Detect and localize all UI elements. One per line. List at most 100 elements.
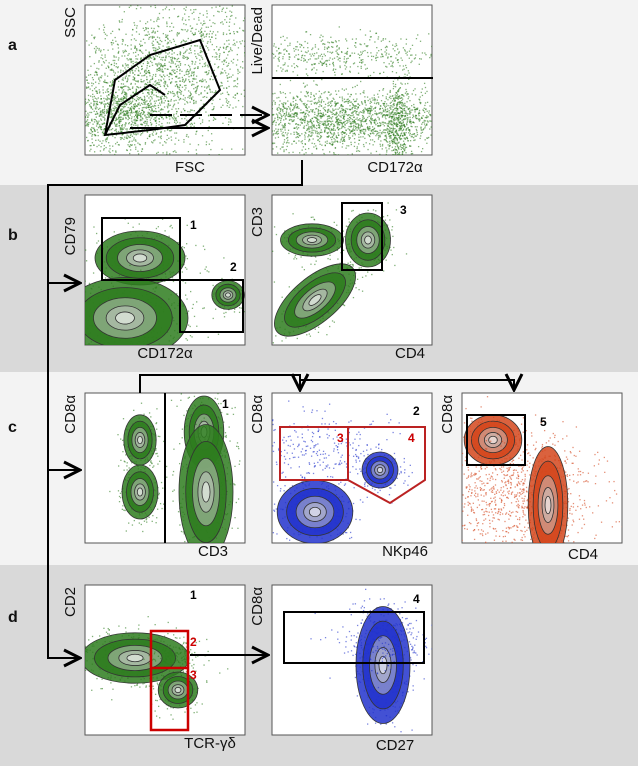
event-dot xyxy=(317,111,319,113)
event-dot xyxy=(120,138,122,141)
event-dot xyxy=(334,129,337,131)
event-dot xyxy=(226,40,228,42)
event-dot xyxy=(146,64,148,67)
event-dot xyxy=(151,64,154,66)
event-dot xyxy=(342,131,344,133)
event-dot xyxy=(188,52,190,54)
event-dot xyxy=(404,92,407,94)
event-dot xyxy=(337,121,339,124)
event-dot xyxy=(196,81,198,84)
event-dot xyxy=(347,98,349,100)
event-dot xyxy=(229,104,231,106)
event-dot xyxy=(195,133,197,135)
event-dot xyxy=(373,102,376,104)
event-dot xyxy=(118,111,120,113)
event-dot xyxy=(427,116,429,118)
event-dot xyxy=(135,90,137,92)
event-dot xyxy=(109,148,111,150)
event-dot xyxy=(137,86,139,88)
event-dot xyxy=(127,54,129,56)
event-dot xyxy=(190,119,193,121)
event-dot xyxy=(361,103,364,105)
event-dot xyxy=(377,125,379,128)
event-dot xyxy=(206,42,209,44)
event-dot xyxy=(381,143,384,146)
event-dot xyxy=(126,149,128,152)
event-dot xyxy=(207,129,209,132)
event-dot xyxy=(425,108,427,110)
event-dot xyxy=(124,97,126,99)
event-dot xyxy=(114,125,117,127)
event-dot xyxy=(335,118,338,120)
event-dot xyxy=(146,121,148,123)
event-dot xyxy=(149,99,152,101)
event-dot xyxy=(138,99,140,101)
event-dot xyxy=(379,122,381,124)
event-dot xyxy=(157,48,159,50)
event-dot xyxy=(345,129,347,131)
event-dot xyxy=(212,22,214,24)
event-dot xyxy=(174,143,176,145)
event-dot xyxy=(293,116,295,118)
event-dot xyxy=(386,132,389,134)
event-dot xyxy=(131,87,134,89)
event-dot xyxy=(299,152,301,154)
event-dot xyxy=(149,60,152,62)
event-dot xyxy=(321,78,323,81)
event-dot xyxy=(100,119,103,121)
event-dot xyxy=(133,139,135,141)
event-dot xyxy=(324,124,327,126)
event-dot xyxy=(162,56,165,59)
event-dot xyxy=(93,151,96,153)
event-dot xyxy=(411,136,414,138)
event-dot xyxy=(147,125,150,127)
event-dot xyxy=(203,95,206,98)
event-dot xyxy=(362,91,364,94)
event-dot xyxy=(140,44,142,47)
event-dot xyxy=(209,30,211,32)
event-dot xyxy=(132,121,134,124)
event-dot xyxy=(162,66,164,68)
event-dot xyxy=(119,113,121,115)
event-dot xyxy=(180,93,182,95)
event-dot xyxy=(381,148,383,150)
event-dot xyxy=(137,69,140,71)
event-dot xyxy=(329,130,331,132)
event-dot xyxy=(141,107,144,109)
event-dot xyxy=(204,65,206,68)
event-dot xyxy=(291,116,293,118)
event-dot xyxy=(129,128,131,130)
event-dot xyxy=(417,145,420,148)
event-dot xyxy=(352,122,354,124)
event-dot xyxy=(135,119,137,121)
event-dot xyxy=(278,112,280,114)
event-dot xyxy=(333,123,335,126)
event-dot xyxy=(357,150,359,152)
event-dot xyxy=(131,128,133,130)
event-dot xyxy=(103,49,105,51)
event-dot xyxy=(134,24,136,26)
event-dot xyxy=(172,71,175,73)
event-dot xyxy=(327,132,329,135)
event-dot xyxy=(325,120,327,122)
event-dot xyxy=(328,108,330,111)
event-dot xyxy=(158,68,161,70)
event-dot xyxy=(289,114,291,116)
event-dot xyxy=(158,124,160,126)
event-dot xyxy=(346,145,348,147)
event-dot xyxy=(222,122,224,125)
event-dot xyxy=(121,118,123,121)
event-dot xyxy=(163,85,166,88)
event-dot xyxy=(284,103,287,105)
event-dot xyxy=(146,95,148,97)
event-dot xyxy=(139,20,141,22)
event-dot xyxy=(168,61,170,63)
event-dot xyxy=(381,115,384,117)
event-dot xyxy=(301,119,303,121)
event-dot xyxy=(121,97,123,99)
event-dot xyxy=(320,117,322,119)
event-dot xyxy=(166,35,168,37)
event-dot xyxy=(328,120,330,122)
event-dot xyxy=(135,51,137,54)
event-dot xyxy=(403,104,405,106)
